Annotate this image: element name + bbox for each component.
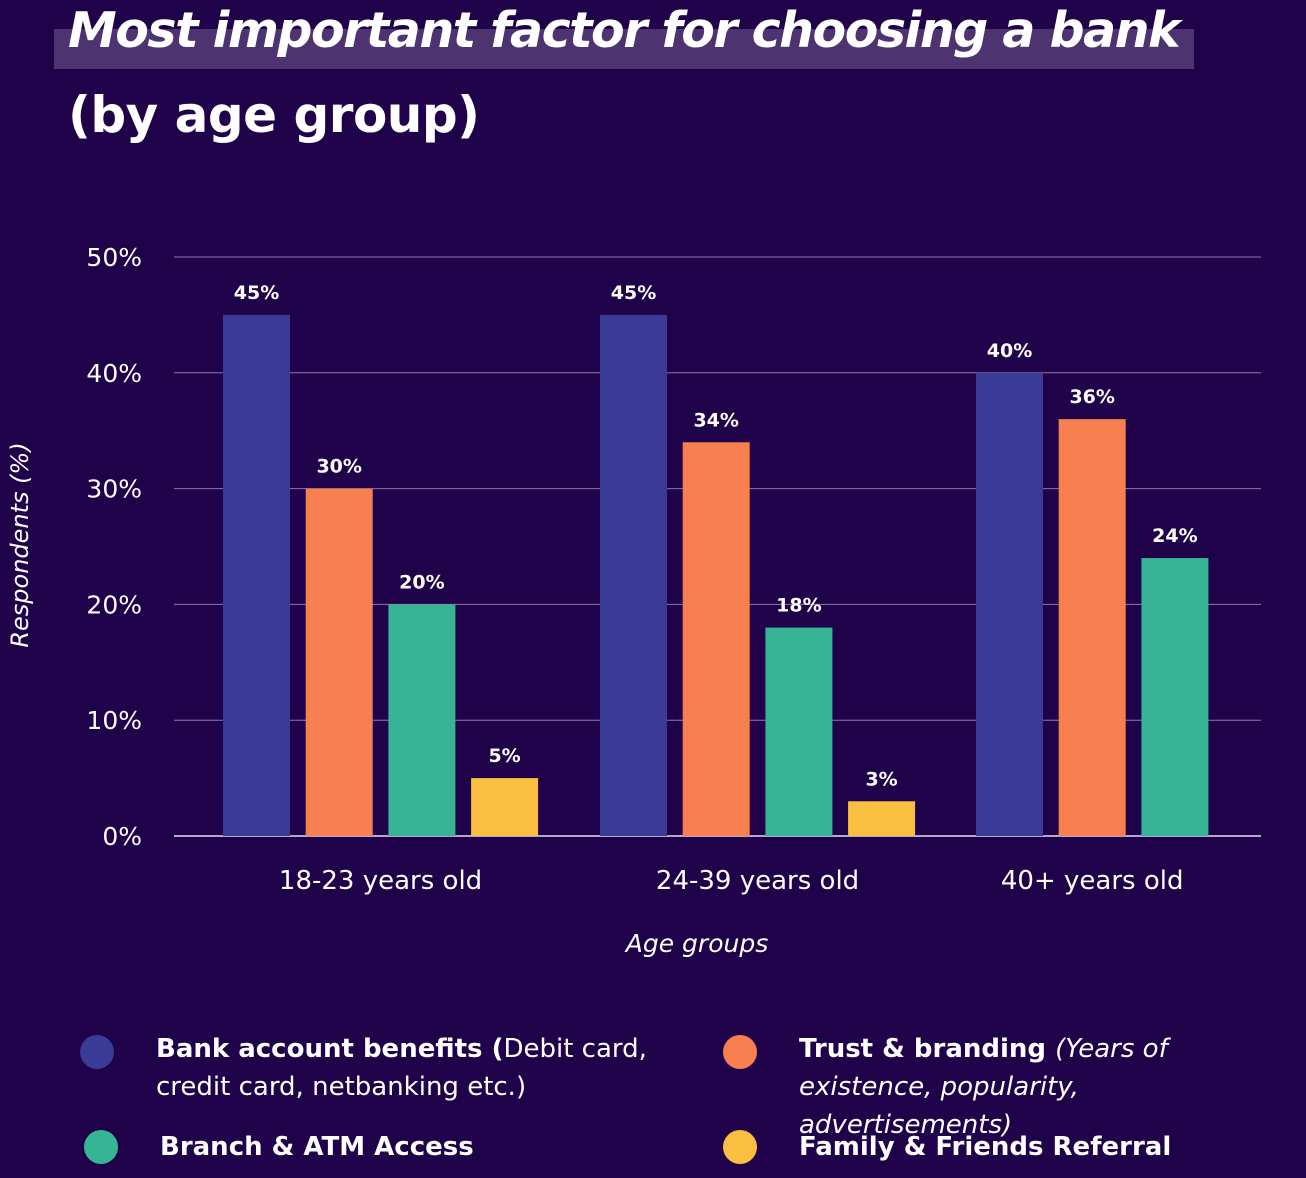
- bar-value-label: 34%: [693, 409, 738, 431]
- bar: [976, 372, 1043, 836]
- legend-label-bank-account-benefits: Bank account benefits (Debit card, credi…: [156, 1030, 676, 1106]
- chart-subtitle: (by age group): [68, 86, 480, 144]
- legend-swatch-trust-branding: [723, 1035, 757, 1069]
- y-tick-label: 0%: [102, 822, 142, 851]
- legend-label-bold: Family & Friends Referral: [799, 1132, 1172, 1162]
- bar-value-label: 40%: [987, 340, 1032, 362]
- x-axis-label: Age groups: [624, 929, 768, 958]
- bar: [305, 488, 373, 836]
- y-tick-label: 10%: [86, 706, 142, 735]
- bar-value-label: 20%: [399, 571, 444, 593]
- legend-swatch-branch-atm-access: [84, 1130, 118, 1164]
- bar: [600, 314, 667, 836]
- bar: [471, 778, 539, 836]
- bar-value-label: 45%: [234, 282, 279, 304]
- y-tick-label: 50%: [86, 243, 142, 272]
- y-tick-label: 30%: [86, 475, 142, 504]
- bar: [682, 442, 750, 836]
- y-axis-label: Respondents (%): [6, 442, 34, 647]
- bar: [1141, 558, 1209, 836]
- x-tick-label: 40+ years old: [1001, 866, 1184, 896]
- legend-label-detail: (Years of existence, popularity, adverti…: [799, 1034, 1168, 1140]
- chart-title: Most important factor for choosing a ban…: [68, 2, 1181, 59]
- legend-label-detail: Debit card, credit card, netbanking etc.…: [156, 1034, 647, 1102]
- bar-value-label: 36%: [1069, 386, 1114, 408]
- legend-swatch-family-friends-referral: [723, 1130, 757, 1164]
- bar: [388, 604, 456, 836]
- bar: [765, 627, 833, 836]
- legend-label-bold: Bank account benefits (: [156, 1034, 504, 1064]
- y-tick-label: 40%: [86, 359, 142, 388]
- x-tick-label: 18-23 years old: [279, 866, 482, 896]
- bar: [848, 801, 916, 836]
- legend-label-bold: Branch & ATM Access: [160, 1132, 474, 1162]
- x-tick-label: 24-39 years old: [656, 866, 859, 896]
- bar-value-label: 18%: [776, 595, 821, 617]
- bar: [223, 314, 290, 836]
- bar: [1058, 419, 1126, 836]
- legend-label-trust-branding: Trust & branding (Years of existence, po…: [799, 1030, 1299, 1144]
- bar-chart: 0% 10% 20% 30% 40% 50% Respondents (%) Age grou…: [6, 243, 1261, 958]
- y-tick-label: 20%: [86, 590, 142, 619]
- bar-value-label: 5%: [488, 745, 520, 767]
- bar-value-label: 24%: [1152, 525, 1197, 547]
- bar-value-label: 3%: [865, 768, 897, 790]
- legend-label-bold: Trust & branding: [799, 1034, 1056, 1064]
- bar-value-label: 30%: [316, 456, 361, 478]
- legend-label-family-friends-referral: Family & Friends Referral: [799, 1128, 1299, 1166]
- legend-label-branch-atm-access: Branch & ATM Access: [160, 1128, 660, 1166]
- legend-swatch-bank-account-benefits: [80, 1035, 114, 1069]
- bar-value-label: 45%: [611, 282, 656, 304]
- title-highlight-band: [54, 29, 1194, 69]
